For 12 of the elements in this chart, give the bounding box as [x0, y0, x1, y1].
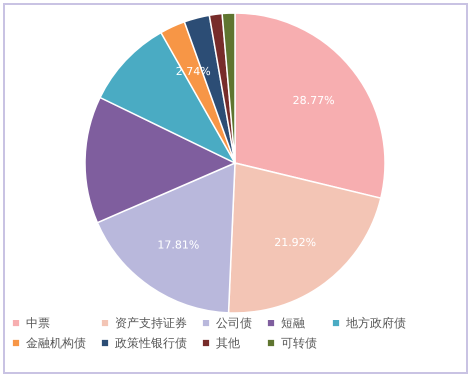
legend-label: 其他 — [216, 336, 240, 350]
data-label: 17.81% — [157, 238, 200, 252]
data-label: 28.77% — [292, 94, 335, 108]
legend-label: 政策性银行债 — [115, 336, 187, 350]
data-label: 21.92% — [274, 236, 316, 249]
legend-label: 短融 — [281, 316, 305, 330]
legend-label: 地方政府债 — [345, 316, 406, 330]
legend-label: 金融机构债 — [26, 336, 86, 350]
legend-label: 资产支持证券 — [115, 316, 187, 330]
legend-label: 公司债 — [216, 316, 252, 330]
legend-label: 中票 — [26, 316, 50, 330]
legend-label: 可转债 — [281, 336, 317, 350]
